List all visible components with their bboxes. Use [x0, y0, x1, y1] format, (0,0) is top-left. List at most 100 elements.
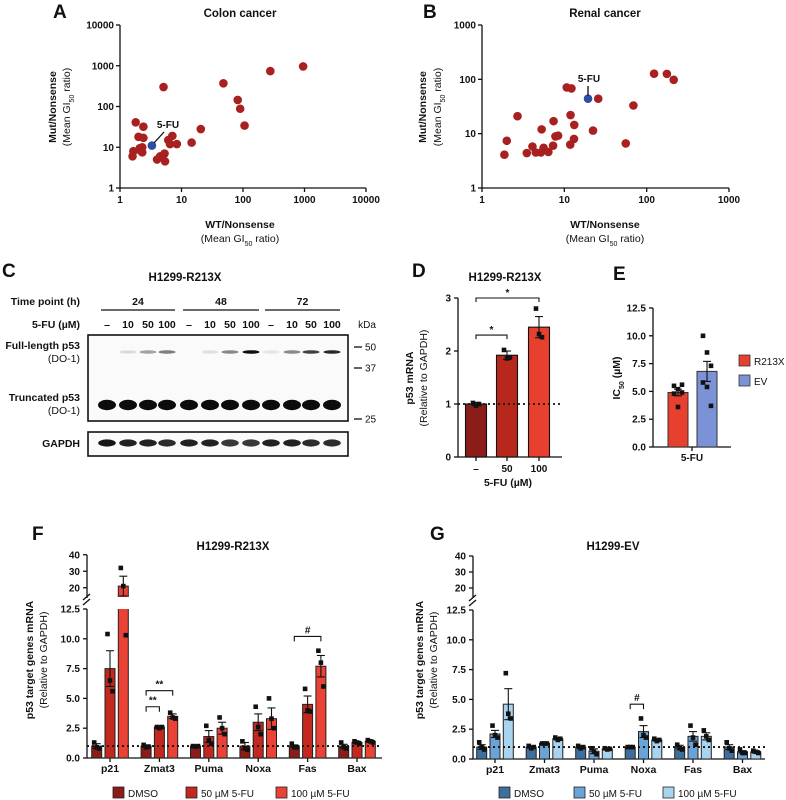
replicate-point	[679, 382, 685, 388]
y-tick-label: 2.5	[632, 415, 646, 426]
replicate-point	[607, 746, 613, 752]
band-full-length-p53	[302, 350, 320, 354]
replicate-point	[172, 716, 178, 721]
y-tick-label: 12.5	[61, 605, 81, 616]
replicate-point	[204, 723, 209, 729]
replicate-point	[528, 745, 534, 751]
replicate-point	[365, 737, 371, 743]
significance-bracket	[475, 297, 540, 302]
band-label-full-length-p53: Full-length p53	[5, 340, 80, 352]
data-point	[240, 121, 249, 130]
legend-label: DMSO	[514, 789, 544, 800]
replicate-point	[476, 740, 482, 745]
data-point	[588, 126, 598, 135]
marker-label: 50	[365, 343, 377, 354]
replicate-point	[544, 741, 550, 746]
band-gapdh	[323, 439, 341, 447]
chart-title: H1299-R213X	[469, 272, 542, 284]
y-axis-sublabel: (Mean GI50 ratio)	[432, 68, 447, 146]
data-point	[553, 131, 563, 140]
data-point	[131, 117, 140, 127]
replicate-point	[352, 739, 357, 744]
data-point	[160, 157, 170, 166]
replicate-point	[302, 686, 308, 692]
band-truncated-p53	[221, 399, 239, 411]
data-point	[669, 75, 679, 85]
y-tick-label: 30	[69, 567, 81, 578]
significance-bracket	[475, 334, 508, 340]
legend-swatch	[662, 786, 675, 799]
band-gapdh	[119, 439, 137, 447]
data-point	[233, 95, 242, 105]
y-tick-label: 100	[459, 75, 476, 86]
replicate-point	[693, 742, 698, 747]
replicate-point	[479, 744, 484, 750]
legend-swatch	[185, 786, 198, 799]
replicate-point	[555, 737, 561, 743]
y-tick-label: 12.5	[447, 606, 467, 617]
band-truncated-p53	[323, 399, 341, 411]
replicate-point	[700, 333, 706, 339]
replicate-point	[704, 350, 710, 355]
dose-lane-label: 10	[286, 319, 298, 331]
replicate-point	[206, 737, 212, 743]
x-tick-label: Noxa	[631, 764, 657, 776]
x-tick-label: 10	[559, 195, 571, 206]
band-truncated-p53	[283, 399, 301, 411]
significance-label: #	[305, 625, 311, 636]
x-tick-label: –	[473, 464, 479, 475]
y-tick-label: 10.0	[627, 331, 647, 342]
chart-title: Renal cancer	[569, 8, 641, 20]
panel-label-f: F	[32, 524, 44, 545]
replicate-point	[536, 331, 542, 337]
band-truncated-p53	[201, 399, 219, 411]
y-axis-sublabel-main: (Mean GI	[432, 102, 444, 146]
data-point	[187, 138, 196, 147]
replicate-point	[470, 400, 476, 406]
data-point	[159, 82, 168, 92]
replicate-point	[107, 678, 113, 683]
replicate-point	[539, 741, 545, 746]
replicate-point	[671, 383, 677, 389]
replicate-point	[258, 731, 263, 737]
band-gapdh	[180, 439, 198, 447]
y-tick-label: 1000	[454, 21, 477, 32]
legend-swatch	[498, 786, 511, 799]
replicate-point	[307, 709, 313, 714]
x-axis-sublabel-rest: ratio)	[252, 233, 279, 245]
bar	[167, 715, 179, 759]
y-tick-label: 10000	[86, 21, 114, 32]
x-axis-label: WT/Nonsense	[570, 219, 640, 231]
x-axis-sublabel-rest: ratio)	[617, 233, 644, 245]
replicate-point	[539, 334, 545, 340]
data-point	[165, 139, 175, 149]
y-axis-label: Mut/Nonsense	[417, 71, 429, 143]
replicate-point	[630, 744, 635, 750]
x-axis-label: 5-FU	[681, 453, 703, 464]
x-axis-sublabel-subscript: 50	[245, 241, 253, 248]
x-tick-label: Fas	[299, 763, 317, 775]
band-label-gapdh: GAPDH	[42, 438, 80, 450]
x-tick-label: 100	[235, 195, 252, 206]
replicate-point	[245, 747, 250, 752]
x-tick-label: Puma	[580, 764, 609, 776]
y-tick-label: 10.0	[447, 635, 467, 646]
replicate-point	[652, 736, 657, 742]
replicate-point	[255, 724, 261, 730]
panel-label-e: E	[613, 264, 626, 285]
significance-label: **	[149, 696, 157, 707]
replicate-point	[627, 744, 633, 750]
replicate-point	[605, 747, 610, 752]
replicate-point	[701, 728, 707, 733]
replicate-point	[91, 740, 97, 745]
axis-break-mark	[468, 599, 477, 607]
replicate-point	[504, 356, 510, 361]
x-tick-label: 1000	[718, 195, 741, 206]
replicate-point	[321, 684, 326, 689]
data-point	[662, 69, 672, 79]
y-axis-label-rest: (µM)	[611, 356, 623, 381]
data-point-highlight	[583, 94, 593, 104]
replicate-point	[526, 743, 531, 749]
replicate-point	[370, 740, 376, 745]
replicate-point	[553, 735, 558, 740]
